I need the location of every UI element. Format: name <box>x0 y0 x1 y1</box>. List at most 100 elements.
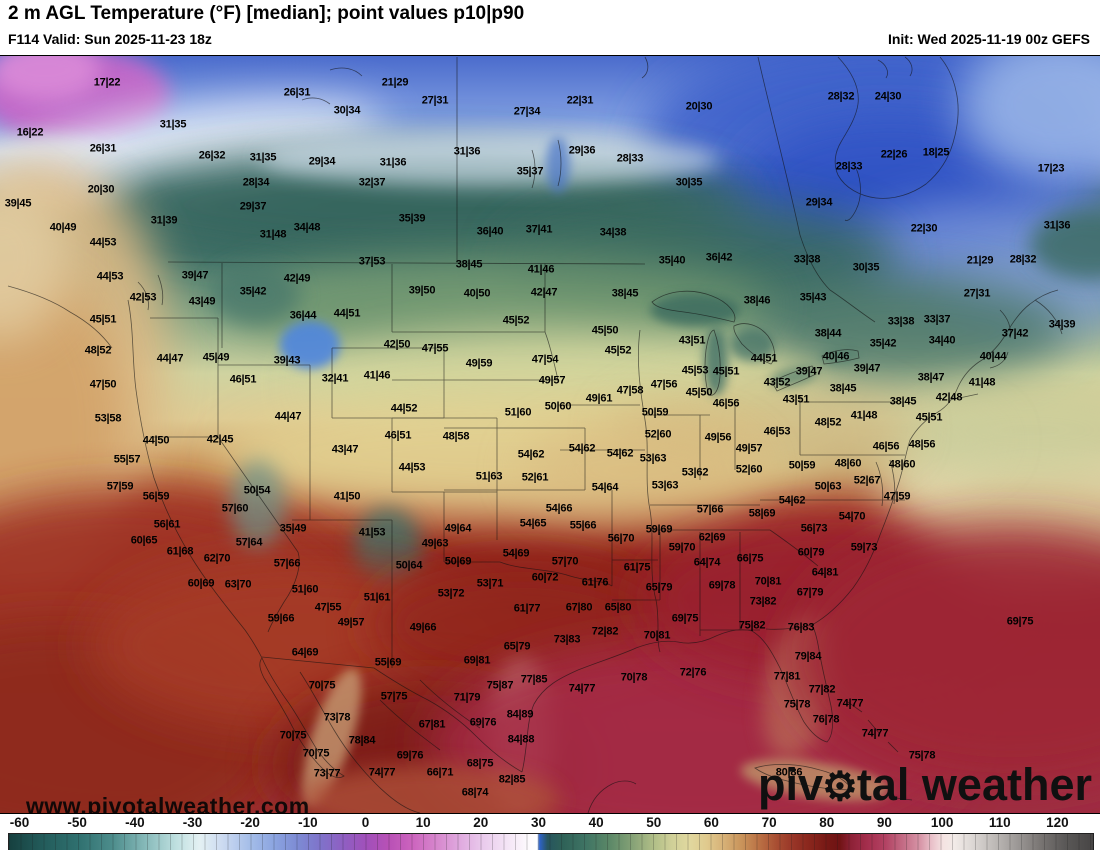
point-value: 60|72 <box>531 571 559 584</box>
point-value: 43|51 <box>678 334 706 347</box>
point-value: 46|51 <box>384 429 412 442</box>
point-value: 64|81 <box>811 566 839 579</box>
colorbar-tick-label: 20 <box>473 815 489 830</box>
colorbar-tick-label: -20 <box>240 815 260 830</box>
point-value: 61|75 <box>623 561 651 574</box>
point-value: 30|34 <box>333 104 361 117</box>
point-value: 59|70 <box>668 541 696 554</box>
point-value: 42|45 <box>206 433 234 446</box>
point-value: 41|48 <box>968 376 996 389</box>
point-value: 41|50 <box>333 490 361 503</box>
point-value: 57|60 <box>221 502 249 515</box>
point-value: 61|68 <box>166 545 194 558</box>
point-value: 50|63 <box>814 480 842 493</box>
point-value: 20|30 <box>685 100 713 113</box>
point-value: 67|80 <box>565 601 593 614</box>
point-value: 36|42 <box>705 251 733 264</box>
point-value: 28|32 <box>1009 253 1037 266</box>
point-value: 47|55 <box>314 601 342 614</box>
point-value: 42|53 <box>129 291 157 304</box>
point-value: 37|53 <box>358 255 386 268</box>
point-value: 73|82 <box>749 595 777 608</box>
point-value: 53|58 <box>94 412 122 425</box>
colorbar-tick-label: 30 <box>530 815 546 830</box>
point-value: 48|60 <box>888 458 916 471</box>
point-value: 54|66 <box>545 502 573 515</box>
point-value: 44|47 <box>274 410 302 423</box>
point-value: 40|44 <box>979 350 1007 363</box>
point-value: 54|64 <box>591 481 619 494</box>
point-value: 49|66 <box>409 621 437 634</box>
point-value: 53|62 <box>681 466 709 479</box>
colorbar-tick-label: 100 <box>930 815 954 830</box>
point-value: 28|33 <box>835 160 863 173</box>
point-value: 29|37 <box>239 200 267 213</box>
point-value: 42|47 <box>530 286 558 299</box>
point-value: 47|56 <box>650 378 678 391</box>
point-value: 53|63 <box>639 452 667 465</box>
point-value: 82|85 <box>498 773 526 786</box>
point-value: 26|31 <box>89 142 117 155</box>
point-value: 34|39 <box>1048 318 1076 331</box>
point-value: 45|50 <box>685 386 713 399</box>
point-value: 39|47 <box>853 362 881 375</box>
title-bar: 2 m AGL Temperature (°F) [median]; point… <box>0 0 1100 56</box>
point-value: 27|34 <box>513 105 541 118</box>
point-value: 52|67 <box>853 474 881 487</box>
point-value: 44|47 <box>156 352 184 365</box>
point-value: 45|50 <box>591 324 619 337</box>
point-value: 40|46 <box>822 350 850 363</box>
point-value: 61|76 <box>581 576 609 589</box>
point-value: 29|36 <box>568 144 596 157</box>
colorbar-tick-label: 80 <box>819 815 835 830</box>
point-value: 58|69 <box>748 507 776 520</box>
colorbar-tick-label: 40 <box>588 815 604 830</box>
point-value: 62|69 <box>698 531 726 544</box>
point-value: 45|52 <box>502 314 530 327</box>
point-value: 31|35 <box>159 118 187 131</box>
point-value: 69|76 <box>469 716 497 729</box>
point-value: 54|62 <box>778 494 806 507</box>
point-value: 43|52 <box>763 376 791 389</box>
point-value: 51|61 <box>363 591 391 604</box>
point-value: 80|86 <box>775 766 803 779</box>
point-value: 64|74 <box>693 556 721 569</box>
point-value: 52|60 <box>735 463 763 476</box>
point-value: 38|45 <box>829 382 857 395</box>
point-value: 16|22 <box>16 126 44 139</box>
point-value: 44|51 <box>333 307 361 320</box>
colorbar-tick-label: -30 <box>182 815 203 830</box>
point-value: 35|49 <box>279 522 307 535</box>
point-value: 34|38 <box>599 226 627 239</box>
point-value: 75|87 <box>486 679 514 692</box>
point-value: 33|37 <box>923 313 951 326</box>
point-value: 55|66 <box>569 519 597 532</box>
point-value: 30|35 <box>675 176 703 189</box>
point-value: 35|40 <box>658 254 686 267</box>
point-value: 31|36 <box>453 145 481 158</box>
point-value: 51|63 <box>475 470 503 483</box>
point-value: 47|58 <box>616 384 644 397</box>
forecast-valid-label: F114 Valid: Sun 2025-11-23 18z <box>8 31 212 47</box>
point-value: 43|47 <box>331 443 359 456</box>
point-value: 50|59 <box>788 459 816 472</box>
point-value: 42|48 <box>935 391 963 404</box>
point-value: 31|36 <box>379 156 407 169</box>
point-value: 39|47 <box>795 365 823 378</box>
point-value: 57|59 <box>106 480 134 493</box>
point-value: 34|48 <box>293 221 321 234</box>
point-value: 38|46 <box>743 294 771 307</box>
colorbar-tick-label: 70 <box>761 815 777 830</box>
point-value: 70|75 <box>308 679 336 692</box>
point-value: 21|29 <box>381 76 409 89</box>
point-value: 48|58 <box>442 430 470 443</box>
point-value: 49|63 <box>421 537 449 550</box>
point-value: 84|88 <box>507 733 535 746</box>
point-value: 32|37 <box>358 176 386 189</box>
point-value: 42|49 <box>283 272 311 285</box>
point-value: 49|57 <box>538 374 566 387</box>
point-value: 75|78 <box>908 749 936 762</box>
colorbar-tick-label: -50 <box>67 815 87 830</box>
point-value: 21|29 <box>966 254 994 267</box>
